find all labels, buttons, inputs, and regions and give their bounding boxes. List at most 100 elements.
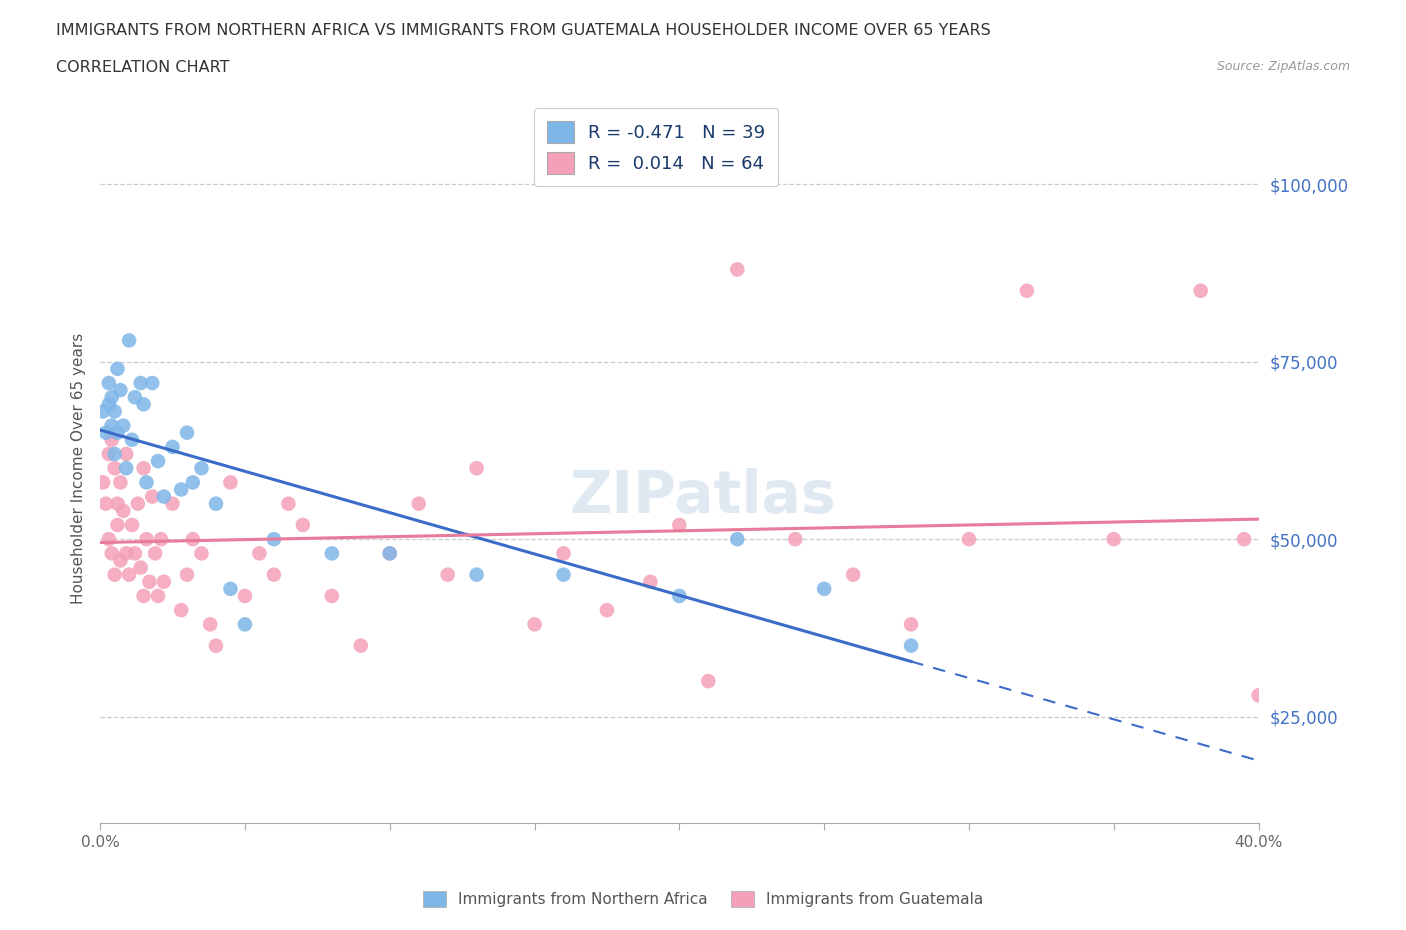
Point: [181, 475, 204, 490]
Point: [181, 532, 204, 547]
Point: [135, 532, 157, 547]
Point: [465, 567, 488, 582]
Point: [233, 589, 256, 604]
Point: [176, 567, 198, 582]
Point: [138, 575, 160, 590]
Point: [668, 517, 690, 532]
Point: [205, 497, 228, 512]
Point: [132, 589, 155, 604]
Point: [97, 446, 120, 461]
Point: [153, 575, 176, 590]
Text: IMMIGRANTS FROM NORTHERN AFRICA VS IMMIGRANTS FROM GUATEMALA HOUSEHOLDER INCOME : IMMIGRANTS FROM NORTHERN AFRICA VS IMMIG…: [56, 23, 991, 38]
Point: [104, 446, 127, 461]
Point: [112, 418, 135, 433]
Point: [321, 589, 343, 604]
Point: [115, 546, 138, 561]
Point: [900, 638, 922, 653]
Point: [263, 532, 285, 547]
Point: [190, 546, 212, 561]
Point: [97, 376, 120, 391]
Point: [104, 460, 127, 475]
Point: [91, 404, 114, 418]
Point: [104, 567, 127, 582]
Point: [277, 497, 299, 512]
Point: [107, 517, 129, 532]
Point: [321, 546, 343, 561]
Point: [97, 397, 120, 412]
Point: [553, 567, 575, 582]
Point: [104, 404, 127, 418]
Point: [190, 460, 212, 475]
Y-axis label: Householder Income Over 65 years: Householder Income Over 65 years: [72, 333, 86, 604]
Point: [107, 425, 129, 440]
Point: [129, 560, 152, 575]
Point: [263, 567, 285, 582]
Point: [378, 546, 401, 561]
Point: [121, 517, 143, 532]
Point: [436, 567, 458, 582]
Point: [813, 581, 835, 596]
Point: [219, 475, 242, 490]
Point: [94, 425, 117, 440]
Point: [176, 425, 198, 440]
Point: [378, 546, 401, 561]
Point: [118, 567, 141, 582]
Point: [668, 589, 690, 604]
Text: CORRELATION CHART: CORRELATION CHART: [56, 60, 229, 75]
Point: [233, 617, 256, 631]
Point: [162, 497, 184, 512]
Legend: R = -0.471   N = 39, R =  0.014   N = 64: R = -0.471 N = 39, R = 0.014 N = 64: [534, 108, 778, 187]
Point: [1189, 284, 1212, 299]
Point: [110, 382, 132, 397]
Point: [94, 497, 117, 512]
Text: Source: ZipAtlas.com: Source: ZipAtlas.com: [1216, 60, 1350, 73]
Point: [900, 617, 922, 631]
Point: [129, 376, 152, 391]
Point: [127, 497, 149, 512]
Point: [112, 503, 135, 518]
Point: [100, 418, 122, 433]
Point: [118, 333, 141, 348]
Point: [100, 432, 122, 447]
Point: [170, 482, 193, 497]
Point: [1233, 532, 1256, 547]
Point: [553, 546, 575, 561]
Point: [146, 589, 169, 604]
Point: [785, 532, 807, 547]
Point: [523, 617, 546, 631]
Point: [143, 546, 166, 561]
Point: [115, 460, 138, 475]
Point: [697, 673, 720, 688]
Point: [291, 517, 314, 532]
Point: [957, 532, 980, 547]
Point: [842, 567, 865, 582]
Point: [124, 546, 146, 561]
Point: [141, 376, 163, 391]
Point: [596, 603, 619, 618]
Point: [135, 475, 157, 490]
Point: [205, 638, 228, 653]
Point: [110, 475, 132, 490]
Point: [146, 454, 169, 469]
Point: [170, 603, 193, 618]
Point: [1015, 284, 1038, 299]
Point: [465, 460, 488, 475]
Point: [132, 397, 155, 412]
Point: [198, 617, 221, 631]
Legend: Immigrants from Northern Africa, Immigrants from Guatemala: Immigrants from Northern Africa, Immigra…: [416, 884, 990, 913]
Point: [640, 575, 662, 590]
Point: [100, 546, 122, 561]
Point: [219, 581, 242, 596]
Point: [121, 432, 143, 447]
Point: [107, 497, 129, 512]
Point: [153, 489, 176, 504]
Point: [725, 262, 748, 277]
Text: ZIPatlas: ZIPatlas: [569, 468, 835, 525]
Point: [1102, 532, 1125, 547]
Point: [97, 532, 120, 547]
Point: [1247, 688, 1270, 703]
Point: [408, 497, 430, 512]
Point: [124, 390, 146, 405]
Point: [100, 390, 122, 405]
Point: [115, 446, 138, 461]
